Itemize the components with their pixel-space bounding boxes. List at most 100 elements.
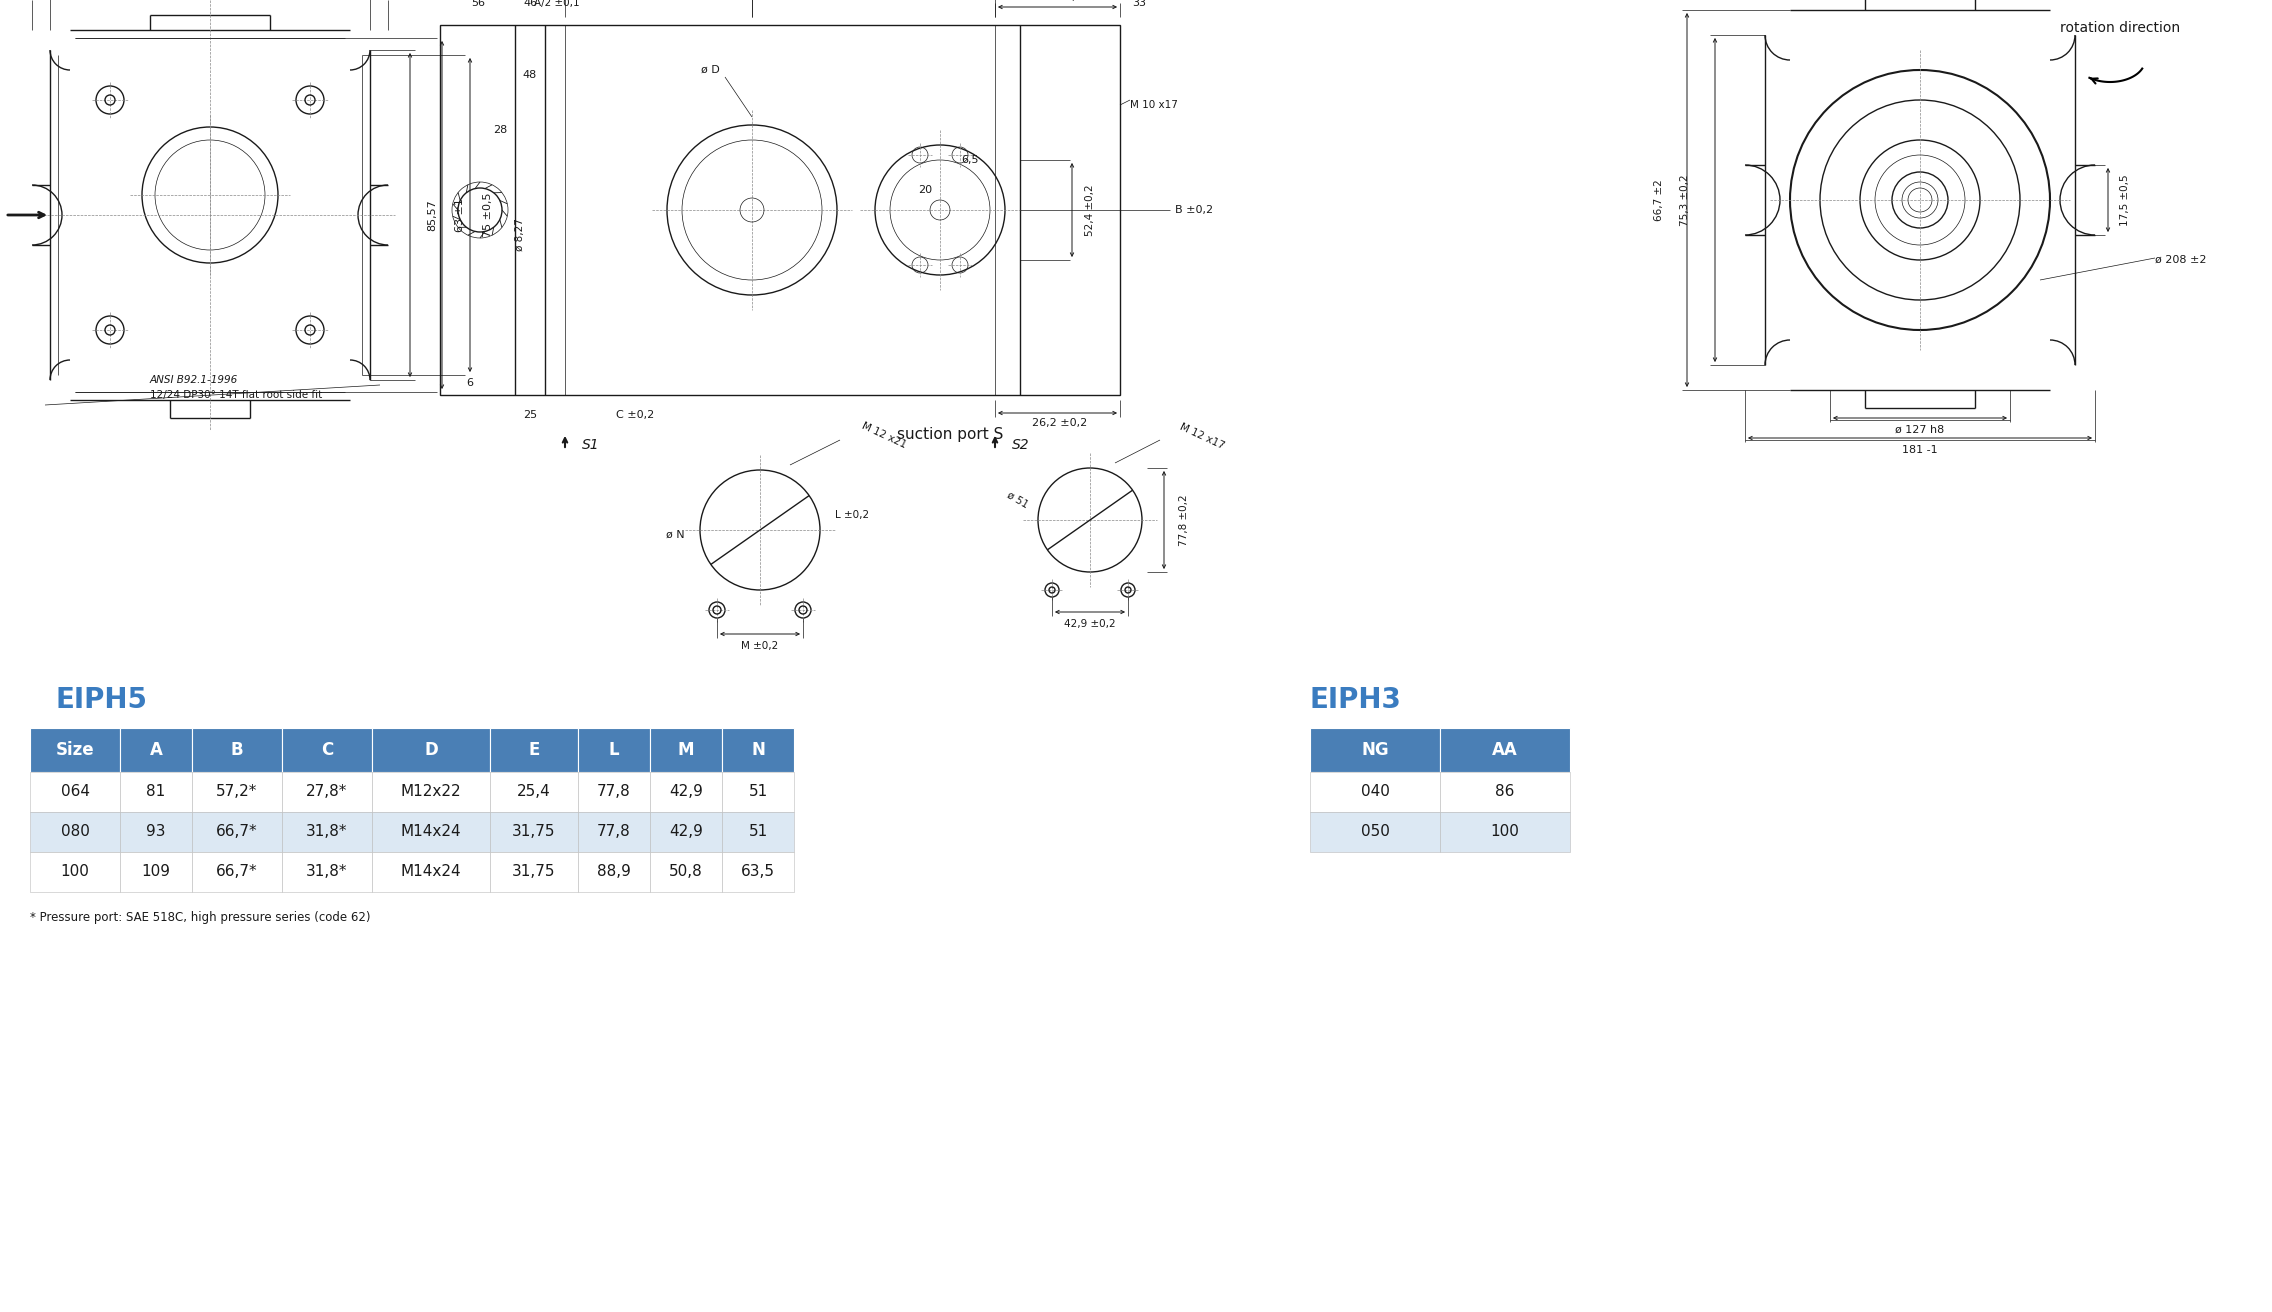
Text: M ±0,2: M ±0,2 (741, 642, 779, 651)
Bar (650, 771, 722, 812)
Bar (282, 812, 373, 851)
Text: 6,5: 6,5 (961, 155, 979, 165)
Text: ø 208 ±2: ø 208 ±2 (2156, 255, 2206, 265)
Text: EIPH3: EIPH3 (1311, 686, 1402, 714)
Text: 66,7*: 66,7* (216, 865, 257, 879)
Bar (373, 771, 491, 812)
Text: M14x24: M14x24 (400, 865, 461, 879)
Text: 77,8: 77,8 (598, 785, 632, 799)
Text: 181 -1: 181 -1 (1902, 445, 1938, 455)
Text: 85,57: 85,57 (427, 199, 436, 231)
Text: A: A (150, 741, 161, 760)
Text: 66,7*: 66,7* (216, 824, 257, 840)
Text: E: E (529, 741, 541, 760)
Bar (1311, 812, 1440, 851)
Bar (1311, 771, 1440, 812)
Bar (120, 728, 193, 771)
Bar (441, 25, 1120, 395)
Bar (722, 771, 793, 812)
Bar (120, 851, 193, 892)
Text: 31,75: 31,75 (511, 824, 557, 840)
Text: 33: 33 (1131, 0, 1145, 8)
Bar (491, 851, 577, 892)
Bar (282, 728, 373, 771)
Bar (1440, 812, 1570, 851)
Text: ø N: ø N (666, 530, 684, 541)
Bar (650, 728, 722, 771)
Text: M: M (677, 741, 695, 760)
Text: * Pressure port: SAE 518C, high pressure series (code 62): * Pressure port: SAE 518C, high pressure… (30, 912, 370, 925)
Text: 42,9: 42,9 (668, 785, 702, 799)
Text: NG: NG (1361, 741, 1388, 760)
Text: 064: 064 (61, 785, 89, 799)
Text: 28: 28 (493, 125, 507, 135)
Text: 42,9 ±0,2: 42,9 ±0,2 (1063, 619, 1116, 628)
Bar (193, 851, 282, 892)
Text: B ±0,2: B ±0,2 (1175, 205, 1213, 215)
Text: 48: 48 (523, 70, 536, 80)
Text: EIPH5: EIPH5 (55, 686, 148, 714)
Bar (30, 771, 120, 812)
Bar (30, 851, 120, 892)
Text: 88,9: 88,9 (598, 865, 632, 879)
Text: 86: 86 (1495, 785, 1515, 799)
Text: 27,8*: 27,8* (307, 785, 348, 799)
Bar (722, 728, 793, 771)
Text: 31,8*: 31,8* (307, 824, 348, 840)
Text: 080: 080 (61, 824, 89, 840)
Text: 77,8 ±0,2: 77,8 ±0,2 (1179, 495, 1188, 546)
Text: ø 51: ø 51 (1004, 489, 1029, 510)
Text: 75,3 ±0,2: 75,3 ±0,2 (1679, 174, 1690, 226)
Bar (282, 851, 373, 892)
Text: ø 8,27: ø 8,27 (516, 219, 525, 252)
Text: N: N (752, 741, 766, 760)
Text: AA: AA (1493, 741, 1518, 760)
Text: 12/24 DP30° 14T flat root side fit: 12/24 DP30° 14T flat root side fit (150, 390, 323, 400)
Text: 46: 46 (523, 0, 536, 8)
Bar (650, 851, 722, 892)
Text: 100: 100 (61, 865, 89, 879)
Bar (30, 728, 120, 771)
Bar (491, 771, 577, 812)
Bar (120, 812, 193, 851)
Text: B: B (232, 741, 243, 760)
Text: C ±0,2: C ±0,2 (616, 409, 654, 420)
Text: 25: 25 (523, 409, 536, 420)
Text: D: D (425, 741, 438, 760)
Text: ANSI B92.1-1996: ANSI B92.1-1996 (150, 375, 239, 384)
Text: 31,75: 31,75 (511, 865, 557, 879)
Bar (577, 812, 650, 851)
Bar (193, 728, 282, 771)
Text: 81: 81 (145, 785, 166, 799)
Bar (491, 728, 577, 771)
Text: 20: 20 (918, 185, 932, 195)
Text: 109: 109 (141, 865, 170, 879)
Text: A/2 ±0,1: A/2 ±0,1 (534, 0, 579, 8)
Text: 51: 51 (747, 785, 768, 799)
Text: 6: 6 (466, 378, 473, 388)
Text: 050: 050 (1361, 824, 1390, 840)
Text: M12x22: M12x22 (400, 785, 461, 799)
Bar (650, 812, 722, 851)
Bar (282, 771, 373, 812)
Text: 52,4 ±0,2: 52,4 ±0,2 (1086, 184, 1095, 236)
Text: 100: 100 (1490, 824, 1520, 840)
Bar (373, 812, 491, 851)
Text: ø D: ø D (700, 66, 720, 75)
Text: 63,5: 63,5 (741, 865, 775, 879)
Bar (577, 728, 650, 771)
Text: S2: S2 (1011, 438, 1029, 453)
Bar (193, 771, 282, 812)
Text: L: L (609, 741, 620, 760)
Text: 63 ±1: 63 ±1 (454, 198, 466, 232)
Text: 17,5 ±0,5: 17,5 ±0,5 (2120, 174, 2131, 226)
Bar (373, 851, 491, 892)
Text: 56: 56 (470, 0, 484, 8)
Bar (722, 812, 793, 851)
Text: ø 127 h8: ø 127 h8 (1895, 425, 1945, 436)
Text: 42,9: 42,9 (668, 824, 702, 840)
Text: M 10 x17: M 10 x17 (1129, 100, 1177, 110)
Bar (577, 851, 650, 892)
Bar (30, 812, 120, 851)
Text: C: C (320, 741, 334, 760)
